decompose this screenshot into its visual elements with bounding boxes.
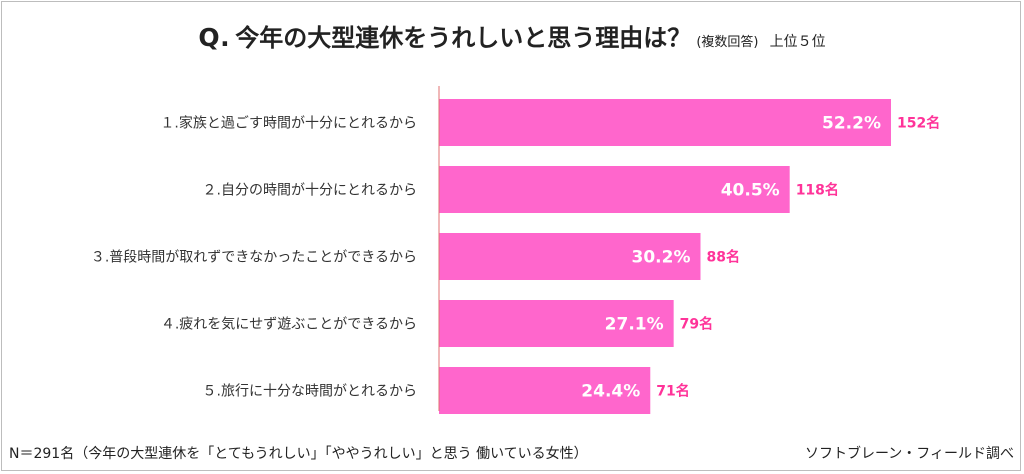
bar (439, 300, 674, 347)
count-label: 79名 (680, 316, 713, 333)
category-label: １.家族と過ごす時間が十分にとれるから (160, 115, 417, 132)
count-label: 152名 (897, 115, 940, 132)
title-question: 今年の大型連休をうれしいと思う理由は？ (235, 24, 692, 52)
bar (439, 99, 891, 146)
value-label: 24.4% (581, 382, 640, 402)
category-label: ３.普段時間が取れずできなかったことができるから (91, 250, 417, 266)
count-label: 118名 (796, 182, 839, 199)
title-rank: 上位５位 (769, 34, 826, 50)
category-label: ５.旅行に十分な時間がとれるから (203, 384, 417, 400)
title-q-marker: Q. (198, 23, 231, 52)
bar (439, 367, 651, 414)
value-label: 27.1% (605, 315, 664, 335)
category-label: ４.疲れを気にせず遊ぶことができるから (161, 316, 417, 333)
value-label: 30.2% (632, 248, 691, 268)
sample-note: N＝291名（今年の大型連休を「とてもうれしい」「ややうれしい」と思う 働いてい… (9, 446, 588, 462)
value-label: 52.2% (822, 114, 881, 134)
count-label: 88名 (707, 249, 740, 266)
bar (439, 166, 790, 213)
count-label: 71名 (656, 383, 689, 400)
chart-title: Q. 今年の大型連休をうれしいと思う理由は？ (複数回答) 上位５位 (0, 18, 1024, 53)
bar (439, 233, 701, 280)
value-label: 40.5% (721, 181, 780, 201)
title-note: (複数回答) (696, 35, 759, 50)
source-credit: ソフトブレーン・フィールド調べ (804, 446, 1014, 462)
category-label: ２.自分の時間が十分にとれるから (203, 183, 417, 199)
